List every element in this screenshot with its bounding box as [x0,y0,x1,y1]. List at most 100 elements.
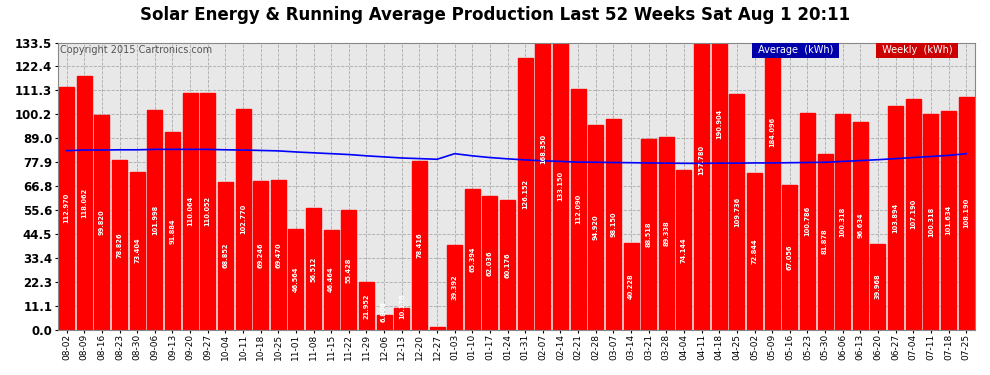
Bar [412,161,427,330]
Bar [852,122,868,330]
Bar [271,180,286,330]
Text: 112.090: 112.090 [575,194,581,224]
Text: 107.190: 107.190 [910,199,917,230]
Text: 55.428: 55.428 [346,257,351,283]
Text: 168.350: 168.350 [540,134,545,164]
Text: Average  (kWh): Average (kWh) [754,45,837,56]
Text: 190.904: 190.904 [716,109,723,140]
Text: 98.150: 98.150 [611,211,617,237]
Text: 39.392: 39.392 [451,274,457,300]
Bar [200,93,215,330]
Bar [888,106,903,330]
Text: 110.064: 110.064 [187,196,193,226]
Bar [941,111,956,330]
Bar [394,308,409,330]
Bar [130,172,145,330]
Text: 126.152: 126.152 [522,179,529,209]
Bar [764,0,780,330]
Bar [94,115,110,330]
Bar [712,0,727,330]
Bar [924,114,939,330]
Bar [570,88,586,330]
Text: 74.144: 74.144 [681,237,687,262]
Text: 100.318: 100.318 [928,207,934,237]
Text: 89.338: 89.338 [663,221,669,246]
Bar [342,210,356,330]
Bar [482,196,497,330]
Bar [148,110,162,330]
Text: 133.150: 133.150 [557,171,563,201]
Text: 6.808: 6.808 [381,301,387,322]
Text: 118.062: 118.062 [81,188,87,218]
Text: 73.404: 73.404 [135,238,141,264]
Text: 78.826: 78.826 [117,232,123,258]
Text: 69.246: 69.246 [257,242,263,268]
Text: 81.878: 81.878 [822,229,828,254]
Bar [112,160,127,330]
Bar [836,114,850,330]
Text: 99.820: 99.820 [99,210,105,235]
Bar [694,0,709,330]
Text: 110.052: 110.052 [205,196,211,226]
Text: 40.228: 40.228 [628,273,634,299]
Bar [870,244,885,330]
Text: 78.416: 78.416 [417,232,423,258]
Bar [218,182,233,330]
Bar [782,185,797,330]
Bar [818,153,833,330]
Text: 56.512: 56.512 [311,256,317,282]
Text: 100.786: 100.786 [805,206,811,236]
Bar [624,243,639,330]
Text: 69.470: 69.470 [275,242,281,268]
Text: 10.178: 10.178 [399,293,405,319]
Text: 39.968: 39.968 [875,274,881,299]
Text: 101.634: 101.634 [945,205,951,236]
Text: 108.190: 108.190 [963,198,969,228]
Text: 60.176: 60.176 [505,252,511,278]
Text: 109.736: 109.736 [734,196,740,227]
Bar [288,230,303,330]
Bar [500,200,515,330]
Bar [800,113,815,330]
Text: Weekly  (kWh): Weekly (kWh) [879,45,955,56]
Bar [165,132,180,330]
Bar [59,87,74,330]
Text: 65.394: 65.394 [469,246,475,272]
Bar [553,43,568,330]
Bar [518,58,533,330]
Bar [253,181,268,330]
Text: 94.920: 94.920 [593,215,599,240]
Bar [747,173,762,330]
Text: Copyright 2015 Cartronics.com: Copyright 2015 Cartronics.com [59,45,212,56]
Text: 184.096: 184.096 [769,117,775,147]
Text: 67.056: 67.056 [787,245,793,270]
Text: 100.318: 100.318 [840,207,845,237]
Bar [536,0,550,330]
Bar [430,327,445,330]
Bar [588,126,603,330]
Text: 157.780: 157.780 [699,145,705,175]
Text: 68.852: 68.852 [223,243,229,268]
Bar [606,118,621,330]
Bar [324,230,339,330]
Bar [958,97,974,330]
Bar [730,94,744,330]
Bar [447,245,462,330]
Bar [77,76,92,330]
Bar [642,139,656,330]
Bar [359,282,374,330]
Text: 112.970: 112.970 [63,193,69,223]
Bar [906,99,921,330]
Text: 72.844: 72.844 [751,238,757,264]
Text: 46.564: 46.564 [293,267,299,292]
Text: 88.518: 88.518 [645,222,651,247]
Bar [182,93,198,330]
Bar [236,109,250,330]
Text: 91.884: 91.884 [169,218,175,244]
Text: 102.770: 102.770 [240,204,246,234]
Text: 21.952: 21.952 [363,293,369,319]
Bar [676,170,691,330]
Text: 96.634: 96.634 [857,213,863,238]
Text: 62.036: 62.036 [487,250,493,276]
Bar [658,138,674,330]
